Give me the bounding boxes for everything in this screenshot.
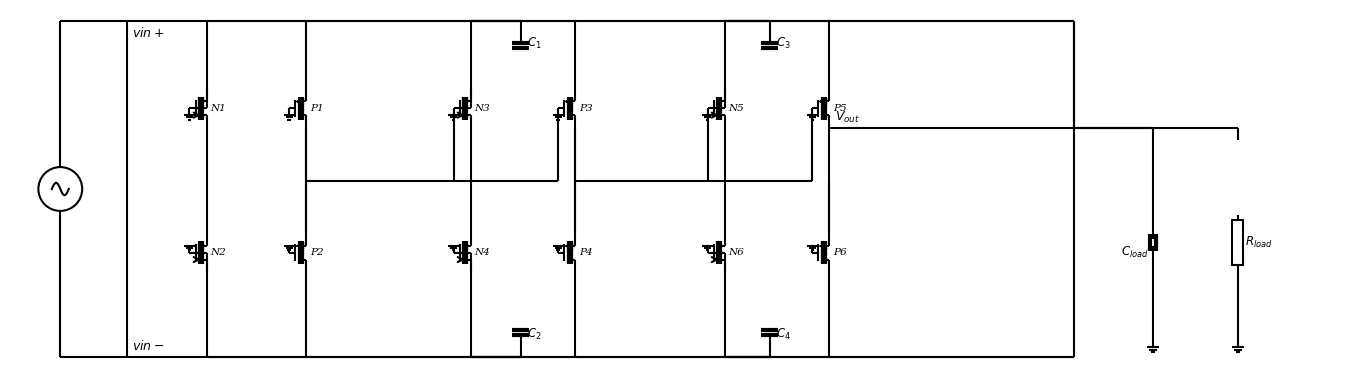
Text: $C_4$: $C_4$ [775,327,790,342]
Text: P3: P3 [579,104,592,113]
Text: $vin+$: $vin+$ [132,26,165,40]
Text: $C_2$: $C_2$ [527,327,541,342]
Text: P6: P6 [834,248,847,257]
Text: P5: P5 [834,104,847,113]
Text: $C_3$: $C_3$ [775,36,790,51]
Text: N4: N4 [474,248,490,257]
Text: $C_{load}$: $C_{load}$ [1121,245,1150,260]
Text: N2: N2 [210,248,226,257]
Bar [1233,220,1244,265]
Text: $R_{load}$: $R_{load}$ [1245,235,1272,250]
Text: $V_{out}$: $V_{out}$ [835,110,861,125]
Text: N5: N5 [729,104,744,113]
Text: $C_1$: $C_1$ [527,36,541,51]
Text: N6: N6 [729,248,744,257]
Text: $vin-$: $vin-$ [132,339,165,353]
Text: P2: P2 [311,248,324,257]
Text: P4: P4 [579,248,592,257]
Text: N3: N3 [474,104,490,113]
Text: N1: N1 [210,104,226,113]
Text: P1: P1 [311,104,324,113]
